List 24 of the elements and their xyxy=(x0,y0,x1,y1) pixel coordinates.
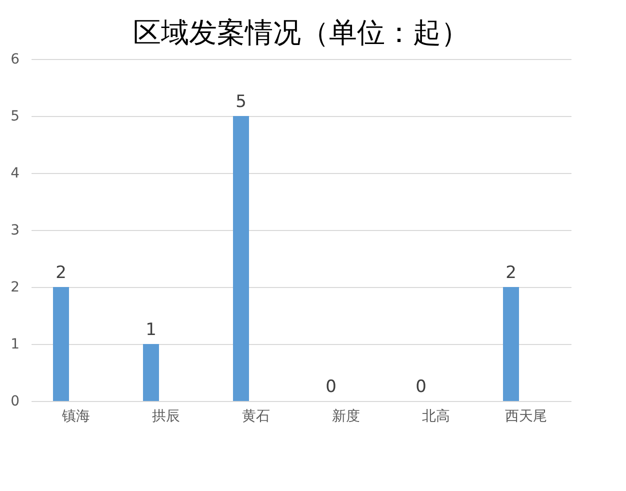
y-tick-label: 4 xyxy=(10,166,20,182)
data-label: 2 xyxy=(506,263,516,283)
x-tick-label: 西天尾 xyxy=(505,408,547,424)
x-tick-label: 黄石 xyxy=(242,408,270,424)
y-tick-label: 2 xyxy=(10,280,20,296)
y-tick-label: 1 xyxy=(10,336,20,352)
x-tick-label: 拱辰 xyxy=(152,408,180,424)
data-label: 2 xyxy=(56,263,66,283)
bar xyxy=(53,287,69,401)
chart-title: 区域发案情况（单位：起） xyxy=(133,16,469,49)
y-tick-label: 0 xyxy=(10,394,20,410)
y-tick-label: 3 xyxy=(10,222,20,238)
x-tick-label: 镇海 xyxy=(61,408,90,424)
bar xyxy=(503,287,519,401)
x-tick-label: 北高 xyxy=(422,408,450,424)
y-tick-label: 5 xyxy=(10,108,20,124)
data-label: 1 xyxy=(146,320,156,340)
y-tick-label: 6 xyxy=(10,52,20,68)
bar xyxy=(143,344,159,401)
data-label: 5 xyxy=(236,92,246,112)
data-label: 0 xyxy=(326,377,336,397)
x-tick-label: 新度 xyxy=(332,408,360,424)
bar xyxy=(233,116,249,401)
data-label: 0 xyxy=(416,377,426,397)
